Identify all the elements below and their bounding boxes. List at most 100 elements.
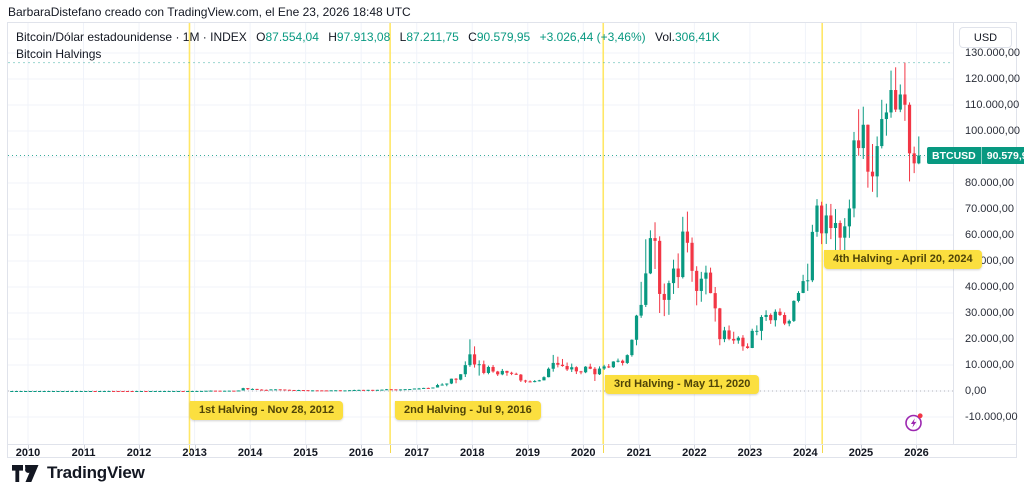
candle [449, 378, 454, 384]
candle [371, 389, 375, 391]
time-axis[interactable]: 2010 2011 2012 2013 2014 2015 2016 2017 2018 2019… [8, 445, 1016, 459]
candle [792, 300, 796, 321]
open-value: 87.554,04 [265, 30, 319, 44]
candle [806, 280, 810, 282]
candle [19, 390, 23, 392]
candle [722, 330, 727, 340]
tradingview-logo-icon[interactable] [12, 464, 39, 482]
candle [699, 278, 703, 291]
candle [769, 314, 773, 321]
candle [218, 390, 222, 392]
candle [611, 361, 615, 368]
price-axis-label: 10.000,00 [965, 359, 1014, 371]
candle [648, 238, 652, 274]
candle [866, 124, 870, 172]
candle [24, 390, 28, 392]
candle [459, 374, 463, 380]
candle [671, 268, 676, 284]
candle [556, 362, 560, 365]
halving-note-2[interactable]: 2nd Halving - Jul 9, 2016 [395, 401, 541, 420]
tradingview-brand-text[interactable]: TradingView [47, 463, 145, 482]
price-axis-label: 100.000,00 [965, 125, 1021, 137]
price-axis-label: 110.000,00 [965, 99, 1020, 111]
candle [310, 390, 315, 392]
candle [907, 104, 912, 154]
last-price-symbol: BTCUSD [927, 147, 982, 165]
candle [523, 380, 528, 382]
indicator-label[interactable]: Bitcoin Halvings [16, 47, 102, 61]
candle [658, 240, 662, 294]
candle [42, 390, 46, 392]
price-axis[interactable]: 130.000,00 120.000,00 110.000,00 100.000,00… [954, 23, 1020, 444]
candle [241, 388, 245, 391]
halving-note-1[interactable]: 1st Halving - Nov 28, 2012 [190, 401, 344, 420]
candle [435, 385, 440, 388]
candle [898, 94, 902, 110]
candle [912, 153, 916, 164]
candle [348, 390, 352, 392]
candle [843, 226, 847, 238]
candle [255, 388, 259, 390]
halving-note-3[interactable]: 3rd Halving - May 11, 2020 [605, 375, 760, 394]
candle [514, 373, 518, 375]
candlestick-chart[interactable] [8, 23, 953, 444]
candle [574, 367, 578, 372]
candle [121, 390, 125, 392]
last-price-tag: BTCUSD 90.579,95 [927, 147, 1024, 165]
currency-toggle-button[interactable]: USD [959, 27, 1012, 48]
symbol-meta[interactable]: · 1M · INDEX [175, 30, 247, 44]
time-axis-label: 2011 [71, 447, 96, 459]
candle [102, 390, 106, 392]
symbol-legend[interactable]: Bitcoin/Dólar estadounidense · 1M · INDE… [16, 29, 720, 62]
candle [782, 315, 787, 324]
price-axis-label: 60.000,00 [965, 229, 1014, 241]
candle [112, 390, 116, 392]
candle [486, 366, 491, 373]
candle [773, 311, 777, 321]
chart-panel[interactable]: Bitcoin/Dólar estadounidense · 1M · INDE… [7, 22, 1024, 459]
candle [838, 222, 842, 238]
close-value: 90.579,95 [476, 30, 531, 44]
candle [352, 390, 356, 392]
candle [394, 389, 398, 391]
candle [324, 390, 329, 392]
time-axis-label: 2020 [571, 447, 596, 459]
candle [301, 390, 305, 392]
candle [287, 389, 292, 391]
candle [190, 390, 194, 392]
candle [176, 390, 180, 392]
candle [570, 367, 574, 370]
symbol-title[interactable]: Bitcoin/Dólar estadounidense [16, 30, 173, 44]
spark-events-icon[interactable] [903, 411, 925, 433]
halving-note-4[interactable]: 4th Halving - April 20, 2024 [824, 250, 982, 269]
candle [736, 337, 740, 341]
candle [579, 371, 583, 373]
close-label: C [468, 30, 477, 44]
candle [801, 281, 805, 293]
candle [667, 283, 671, 300]
candle [14, 390, 19, 392]
candle [408, 389, 412, 391]
candle [98, 390, 102, 392]
candle [727, 330, 731, 339]
candle [144, 390, 148, 392]
candle [107, 390, 111, 392]
candle [704, 272, 708, 279]
candle [505, 370, 509, 373]
candle [815, 205, 819, 232]
candle [426, 387, 430, 389]
candle [653, 238, 657, 241]
candle [195, 390, 199, 392]
candle [385, 389, 389, 391]
candle [125, 390, 130, 392]
candle [70, 390, 74, 392]
candle [51, 390, 56, 392]
legend-row-symbol: Bitcoin/Dólar estadounidense · 1M · INDE… [16, 29, 720, 45]
candle [74, 390, 79, 392]
candle [398, 389, 403, 391]
candle [602, 366, 606, 369]
candle [149, 390, 153, 392]
candle [315, 390, 319, 392]
time-axis-label: 2017 [404, 447, 429, 459]
time-axis-label: 2019 [515, 447, 541, 459]
